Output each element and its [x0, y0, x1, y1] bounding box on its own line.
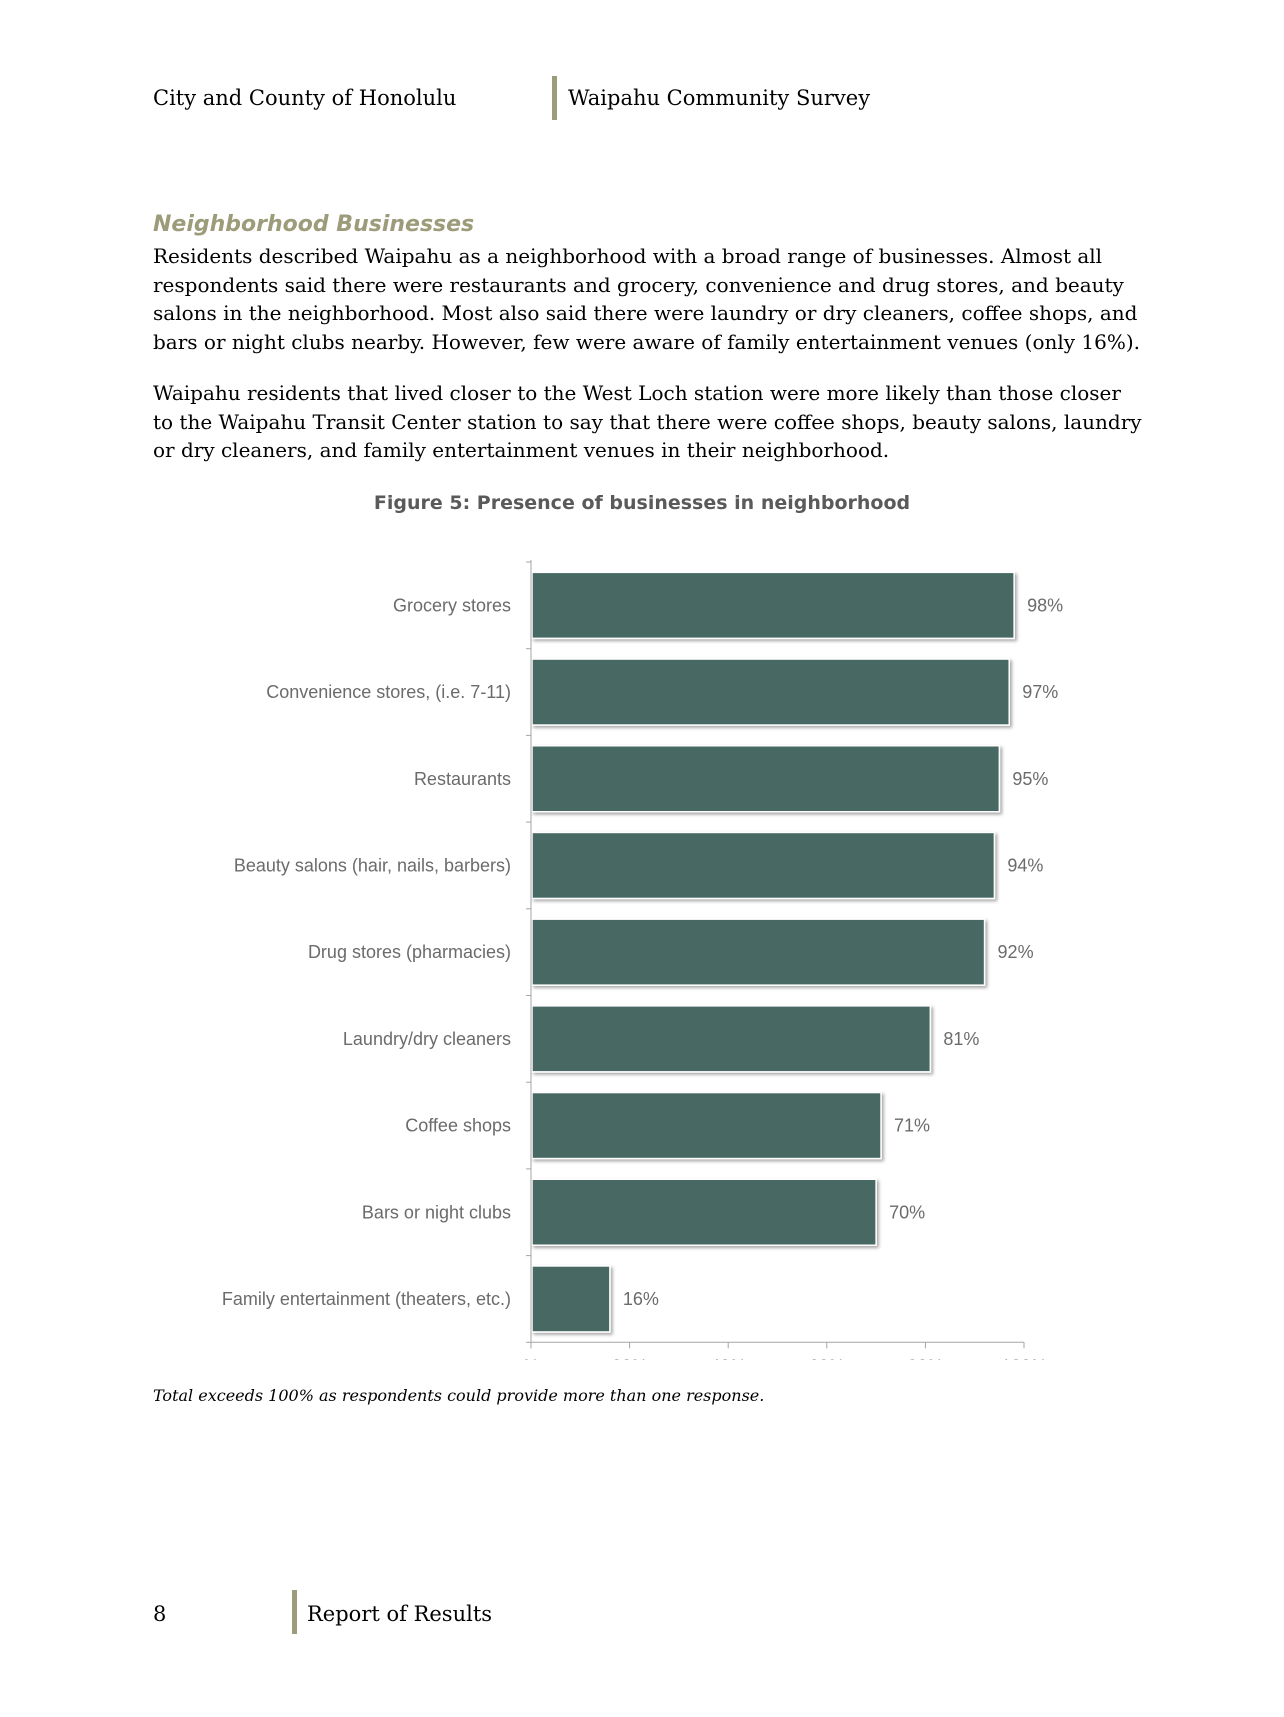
- category-label: Beauty salons (hair, nails, barbers): [234, 855, 511, 875]
- bar: [531, 1005, 932, 1073]
- data-label: 81%: [943, 1029, 979, 1049]
- bar: [531, 1091, 882, 1160]
- bar: [531, 918, 986, 986]
- category-label: Bars or night clubs: [362, 1202, 511, 1222]
- category-label: Grocery stores: [393, 595, 511, 615]
- data-label: 97%: [1022, 682, 1058, 702]
- data-label: 95%: [1012, 769, 1048, 789]
- x-tick-label: 100%: [1001, 1356, 1047, 1360]
- x-tick-label: 60%: [809, 1356, 845, 1360]
- figure-title: Figure 5: Presence of businesses in neig…: [373, 492, 911, 514]
- bar: [531, 1265, 611, 1333]
- bar: [531, 831, 996, 900]
- x-tick-label: 80%: [907, 1356, 943, 1360]
- bar: [531, 745, 1001, 813]
- footer-divider: [292, 1590, 297, 1634]
- bar-chart: % 20% 40% 60% 80% 100% Grocery stores 98% Conven…: [222, 560, 1063, 1360]
- x-tick-label: 40%: [710, 1356, 746, 1360]
- data-label: 94%: [1007, 855, 1043, 875]
- category-label: Convenience stores, (i.e. 7-11): [266, 682, 511, 702]
- footer-title: Report of Results: [307, 1602, 493, 1626]
- category-label: Restaurants: [414, 769, 511, 789]
- data-label: 71%: [894, 1116, 930, 1136]
- header-report-title: Waipahu Community Survey: [568, 86, 871, 110]
- header-divider: [552, 76, 557, 120]
- data-label: 92%: [998, 942, 1034, 962]
- category-label: Drug stores (pharmacies): [308, 942, 511, 962]
- bar: [531, 571, 1015, 640]
- figure-footnote: Total exceeds 100% as respondents could …: [153, 1386, 765, 1405]
- header-organization: City and County of Honolulu: [153, 86, 457, 110]
- paragraph-2: Waipahu residents that lived closer to t…: [153, 381, 1142, 462]
- data-label: 98%: [1027, 595, 1063, 615]
- category-label: Family entertainment (theaters, etc.): [222, 1289, 511, 1309]
- data-label: 16%: [623, 1289, 659, 1309]
- section-heading: Neighborhood Businesses: [153, 212, 475, 237]
- category-label: Laundry/dry cleaners: [343, 1029, 511, 1049]
- data-label: 70%: [889, 1202, 925, 1222]
- category-label: Coffee shops: [405, 1116, 511, 1136]
- x-tick-label: %: [523, 1356, 539, 1360]
- paragraph-1: Residents described Waipahu as a neighbo…: [153, 244, 1141, 354]
- bar: [531, 1178, 877, 1246]
- page-number: 8: [153, 1602, 167, 1626]
- x-tick-label: 20%: [612, 1356, 648, 1360]
- bar: [531, 658, 1010, 726]
